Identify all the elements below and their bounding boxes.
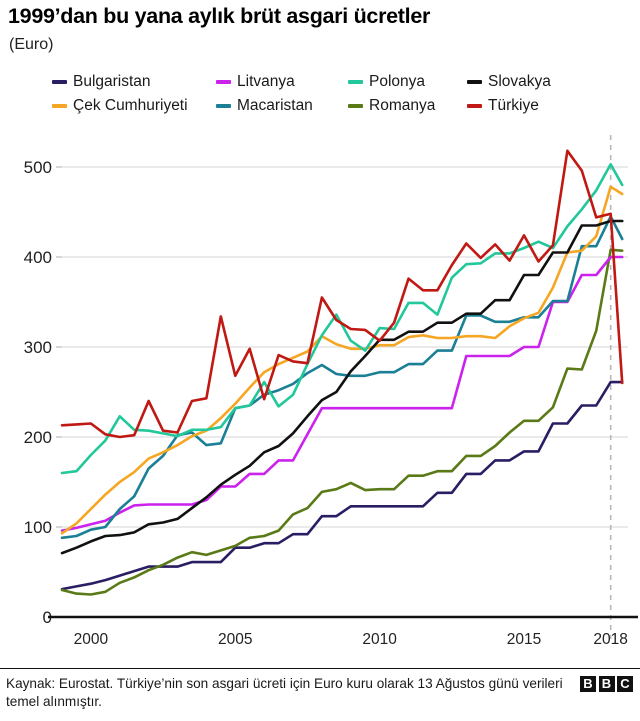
- legend-item-slovakya[interactable]: Slovakya: [467, 74, 551, 90]
- legend-swatch-romanya: [348, 104, 363, 108]
- y-tick-label-0: 0: [43, 608, 52, 627]
- bbc-logo-letter-c: C: [617, 676, 633, 692]
- y-tick-label-200: 200: [24, 428, 52, 447]
- x-tick-label-2005: 2005: [218, 631, 252, 648]
- legend-label-cek-cumhuriyeti: Çek Cumhuriyeti: [73, 97, 188, 115]
- data-series-lines: [60, 149, 624, 596]
- series-line--ek-cumhuriyeti: [60, 185, 624, 535]
- legend-swatch-litvanya: [216, 80, 231, 84]
- legend-swatch-bulgaristan: [52, 80, 67, 84]
- legend-swatch-polonya: [348, 80, 363, 84]
- footer: Kaynak: Eurostat. Türkiye’nin son asgari…: [0, 668, 640, 709]
- line-chart: 0 100 200 300 400 500 2000 2005 2010 2015 2018: [24, 135, 638, 648]
- x-axis-ticks: 2000 2005 2010 2015 2018: [74, 631, 628, 648]
- legend-item-litvanya[interactable]: Litvanya: [216, 74, 334, 90]
- legend-item-romanya[interactable]: Romanya: [348, 98, 453, 114]
- legend-label-litvanya: Litvanya: [237, 73, 295, 91]
- source-note: Kaynak: Eurostat. Türkiye’nin son asgari…: [6, 676, 563, 710]
- series-line-t-rkiye: [60, 149, 624, 439]
- chart-unit-subtitle: (Euro): [9, 36, 54, 53]
- series-line-romanya: [60, 248, 624, 596]
- legend-label-turkiye: Türkiye: [488, 97, 539, 115]
- legend-item-polonya[interactable]: Polonya: [348, 74, 453, 90]
- series-line-polonya: [60, 163, 624, 475]
- legend-row-1: Bulgaristan Litvanya Polonya Slovakya: [52, 70, 632, 94]
- y-tick-label-500: 500: [24, 158, 52, 177]
- x-tick-label-2010: 2010: [362, 631, 397, 648]
- legend-label-macaristan: Macaristan: [237, 97, 313, 115]
- legend-label-slovakya: Slovakya: [488, 73, 551, 91]
- legend-label-romanya: Romanya: [369, 97, 436, 115]
- legend-swatch-cek-cumhuriyeti: [52, 104, 67, 108]
- y-axis-ticks: 0 100 200 300 400 500: [24, 158, 62, 627]
- y-tick-label-400: 400: [24, 248, 52, 267]
- legend-item-cek-cumhuriyeti[interactable]: Çek Cumhuriyeti: [52, 98, 202, 114]
- bbc-logo-letter-b2: B: [598, 676, 615, 692]
- chart-legend: Bulgaristan Litvanya Polonya Slovakya Çe…: [52, 70, 632, 118]
- chart-plot-area: 0 100 200 300 400 500 2000 2005 2010 2015 2018: [0, 118, 640, 663]
- x-tick-label-2015: 2015: [507, 631, 541, 648]
- series-line-macaristan: [60, 215, 624, 540]
- legend-row-2: Çek Cumhuriyeti Macaristan Romanya Türki…: [52, 94, 632, 118]
- y-tick-label-100: 100: [24, 518, 52, 537]
- legend-item-turkiye[interactable]: Türkiye: [467, 98, 539, 114]
- bbc-logo: B B C: [580, 676, 633, 692]
- series-line-slovakya: [60, 219, 624, 555]
- legend-swatch-macaristan: [216, 104, 231, 108]
- x-tick-label-2000: 2000: [74, 631, 109, 648]
- legend-swatch-slovakya: [467, 80, 482, 84]
- legend-swatch-turkiye: [467, 104, 482, 108]
- series-line-litvanya: [60, 255, 624, 532]
- page-title: 1999’dan bu yana aylık brüt asgari ücret…: [8, 4, 431, 28]
- legend-item-macaristan[interactable]: Macaristan: [216, 98, 334, 114]
- legend-label-polonya: Polonya: [369, 73, 426, 91]
- x-tick-label-2018: 2018: [593, 631, 627, 648]
- legend-item-bulgaristan[interactable]: Bulgaristan: [52, 74, 202, 90]
- y-tick-label-300: 300: [24, 338, 52, 357]
- bbc-logo-letter-b1: B: [580, 676, 596, 692]
- legend-label-bulgaristan: Bulgaristan: [73, 73, 151, 91]
